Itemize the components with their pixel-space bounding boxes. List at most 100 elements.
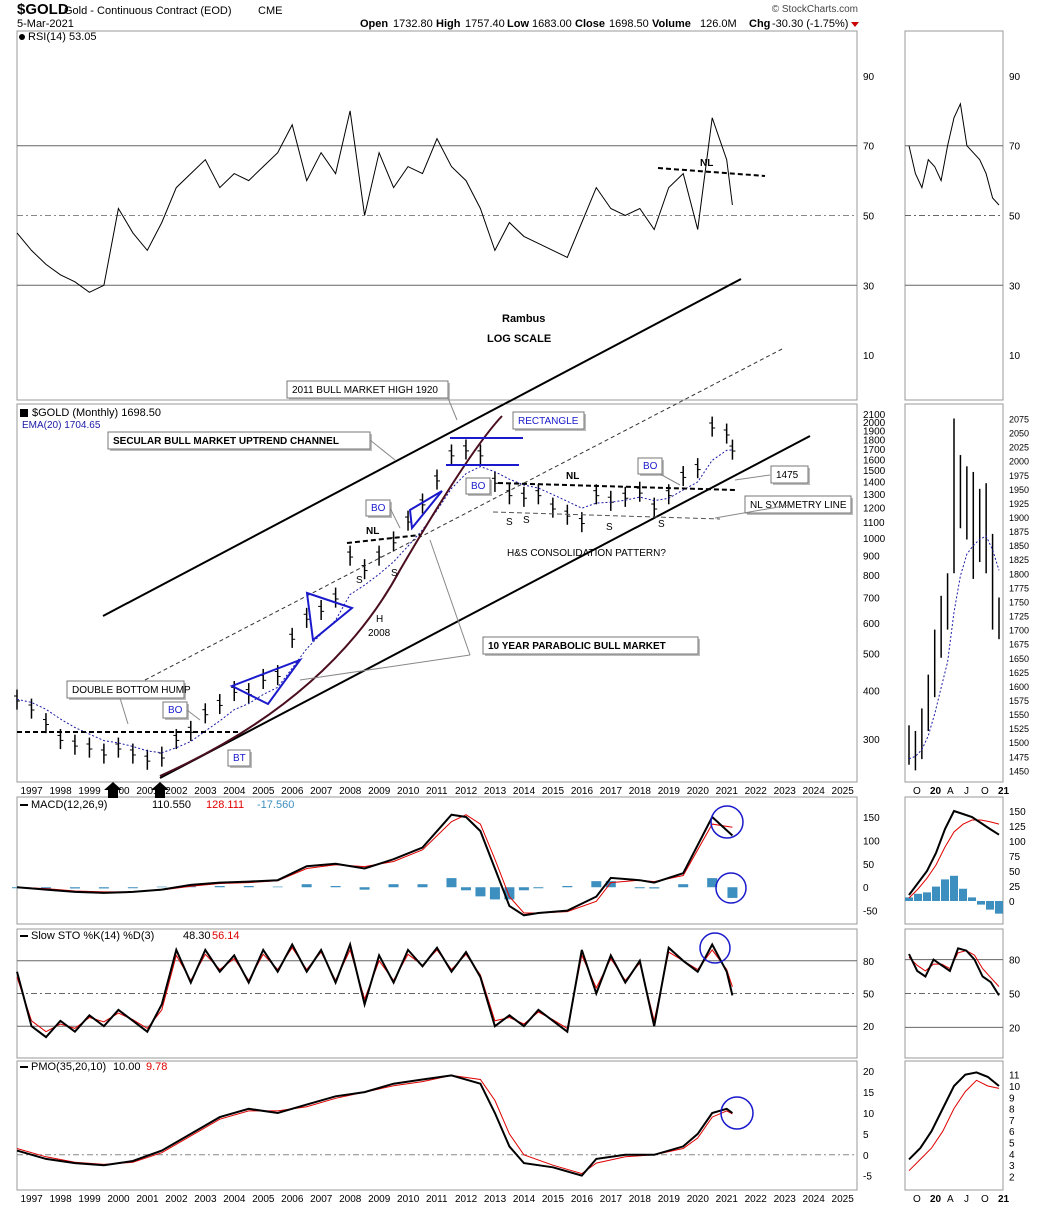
sto-tick-label: 80 bbox=[863, 957, 875, 968]
price-tick-label: 1500 bbox=[863, 466, 886, 477]
macd-histogram-bar bbox=[417, 884, 428, 888]
triangle-2005 bbox=[229, 657, 303, 706]
year-tick-label: 2015 bbox=[542, 786, 565, 797]
down-arrow-icon bbox=[851, 22, 859, 27]
side-price-tick: 1875 bbox=[1009, 527, 1029, 537]
side-month-tick: O bbox=[981, 786, 989, 797]
callout-box bbox=[482, 636, 699, 655]
callout-text: 10 YEAR PARABOLIC BULL MARKET bbox=[488, 641, 666, 652]
side-month-tick: 21 bbox=[998, 786, 1010, 797]
upper-channel-line bbox=[102, 278, 742, 617]
pattern-label: 2008 bbox=[368, 628, 391, 639]
sto-side-tick: 50 bbox=[1009, 990, 1021, 1001]
macd-histogram-bar bbox=[678, 884, 689, 888]
pmo-side-tick: 6 bbox=[1009, 1127, 1015, 1138]
price-tick-label: 1600 bbox=[863, 455, 886, 466]
callout-pointer bbox=[369, 439, 396, 461]
year-tick-label-bottom: 2015 bbox=[542, 1194, 565, 1205]
double-bottom-arrow-icon bbox=[104, 782, 122, 798]
side-price-tick: 1600 bbox=[1009, 682, 1029, 692]
callout-text: 2011 BULL MARKET HIGH 1920 bbox=[292, 385, 438, 396]
year-tick-label-bottom: 2001 bbox=[136, 1194, 159, 1205]
side-price-tick: 1450 bbox=[1009, 766, 1029, 776]
lower-channel-line bbox=[159, 435, 811, 779]
pattern-label: S bbox=[391, 568, 398, 579]
price-tick-label: 1800 bbox=[863, 436, 886, 447]
price-tick-label: 1000 bbox=[863, 534, 886, 545]
annotations-layer: NL Rambus LOG SCALE 2011 BULL MARKET HIGH 1… bbox=[17, 158, 853, 1130]
price-tick-label: 900 bbox=[863, 551, 880, 562]
macd-histogram-bar bbox=[446, 878, 457, 888]
nl-2008 bbox=[346, 534, 421, 544]
side-price-tick: 2000 bbox=[1009, 457, 1029, 467]
side-macd-hist bbox=[986, 901, 994, 910]
callout-box bbox=[286, 380, 449, 399]
year-tick-label-bottom: 2024 bbox=[803, 1194, 826, 1205]
side-month-tick-bottom: O bbox=[913, 1194, 921, 1205]
macd-histogram-bar bbox=[330, 886, 341, 888]
side-frame-price bbox=[904, 403, 1004, 783]
ema-legend: EMA(20) 1704.65 bbox=[22, 420, 101, 431]
side-macd-hist bbox=[995, 901, 1003, 914]
callout-pointer bbox=[389, 507, 401, 529]
macd-histogram-bar bbox=[707, 878, 718, 888]
side-rsi-tick: 50 bbox=[1009, 212, 1021, 223]
price-tick-label: 2000 bbox=[863, 418, 886, 429]
callout-text: DOUBLE BOTTOM HUMP bbox=[72, 685, 191, 696]
pattern-label: S bbox=[523, 515, 530, 526]
macd-histogram-bar bbox=[649, 887, 660, 889]
side-macd-hist bbox=[923, 892, 931, 901]
year-tick-label: 2007 bbox=[310, 786, 333, 797]
volume-value: 126.0M bbox=[700, 18, 737, 30]
callout-box bbox=[465, 477, 491, 495]
pmo-tick-label: 10 bbox=[863, 1109, 875, 1120]
nl-symmetry-line bbox=[492, 511, 721, 520]
sto-legend-name: Slow STO %K(14) %D(3) bbox=[31, 930, 154, 942]
pmo-side-tick: 8 bbox=[1009, 1105, 1015, 1116]
pmo-side-tick: 7 bbox=[1009, 1116, 1015, 1127]
year-tick-label-bottom: 2013 bbox=[484, 1194, 507, 1205]
side-price-tick: 1750 bbox=[1009, 597, 1029, 607]
parabolic-curve bbox=[159, 415, 503, 777]
year-tick-label: 2025 bbox=[832, 786, 855, 797]
side-macd-hist bbox=[914, 893, 922, 901]
price-legend-swatch bbox=[20, 409, 28, 417]
price-tick-label: 300 bbox=[863, 735, 880, 746]
chart-header: $GOLD Gold - Continuous Contract (EOD) C… bbox=[17, 1, 859, 30]
macd-histogram-bar bbox=[272, 886, 283, 888]
callout-box bbox=[770, 465, 809, 484]
sto-series-line bbox=[16, 941, 734, 1039]
rambus-label: Rambus bbox=[502, 313, 545, 325]
open-value: 1732.80 bbox=[393, 18, 433, 30]
sto-side-line bbox=[908, 947, 1000, 996]
pattern-label: NL bbox=[566, 471, 579, 482]
price-tick-label: 400 bbox=[863, 687, 880, 698]
log-scale-label: LOG SCALE bbox=[487, 333, 551, 345]
year-tick-label: 2023 bbox=[774, 786, 797, 797]
callout-text: RECTANGLE bbox=[518, 416, 579, 427]
pmo-side-tick: 10 bbox=[1009, 1082, 1021, 1093]
macd-tick-label: -50 bbox=[863, 907, 878, 918]
close-value: 1698.50 bbox=[609, 18, 649, 30]
rsi-tick-label: 50 bbox=[863, 212, 875, 223]
year-tick-label: 2009 bbox=[368, 786, 391, 797]
pattern-label: S bbox=[506, 517, 513, 528]
macd-histogram-bar bbox=[634, 887, 645, 889]
callout-text: SECULAR BULL MARKET UPTREND CHANNEL bbox=[113, 436, 339, 447]
callout-pointer bbox=[714, 504, 791, 519]
macd-histogram-bar bbox=[388, 884, 399, 888]
side-macd-hist bbox=[959, 888, 967, 901]
side-macd-hist bbox=[950, 875, 958, 901]
year-tick-label: 2016 bbox=[571, 786, 594, 797]
price-tick-label: 1400 bbox=[863, 478, 886, 489]
year-tick-label: 2005 bbox=[252, 786, 275, 797]
macd-tick-label: 150 bbox=[863, 813, 880, 824]
side-month-tick-bottom: 21 bbox=[998, 1194, 1010, 1205]
side-price-tick: 1950 bbox=[1009, 485, 1029, 495]
rsi-neckline bbox=[657, 167, 766, 177]
pattern-label: H&S CONSOLIDATION PATTERN? bbox=[507, 548, 666, 559]
year-tick-label: 2008 bbox=[339, 786, 362, 797]
double-bottom-arrow-icon bbox=[151, 782, 169, 798]
